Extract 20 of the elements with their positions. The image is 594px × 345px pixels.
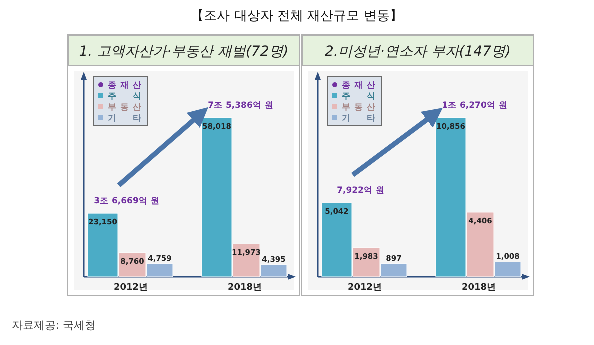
total-label: 3조 6,669억 원 xyxy=(94,196,160,207)
chart-title: 1. 고액자산가·부동산 재벌(72명) xyxy=(79,44,289,60)
legend-label: 부동산 xyxy=(108,103,142,113)
x-tick-label: 2018년 xyxy=(462,283,496,293)
legend-label: 기타 xyxy=(108,114,142,124)
legend-label: 기타 xyxy=(342,114,376,124)
text: 자료제공: 국세청 xyxy=(12,319,96,332)
x-tick-label: 2012년 xyxy=(114,283,148,293)
chart-title: 2.미성년·연소자 부자(147명) xyxy=(325,44,511,60)
legend-label: 부동산 xyxy=(342,103,376,113)
legend-label: 주식 xyxy=(342,92,376,102)
legend-title: 종재산 xyxy=(342,81,376,91)
x-tick-label: 2018년 xyxy=(228,283,262,293)
text: 【조사 대상자 전체 재산규모 변동】 xyxy=(191,9,403,24)
x-tick-label: 2012년 xyxy=(348,283,382,293)
total-label: 1조 6,270억 원 xyxy=(442,101,508,111)
legend-title: 종재산 xyxy=(108,81,142,91)
legend-label: 주식 xyxy=(108,92,142,102)
total-label: 7,922억 원 xyxy=(337,186,385,196)
total-label: 7조 5,386억 원 xyxy=(208,101,274,111)
